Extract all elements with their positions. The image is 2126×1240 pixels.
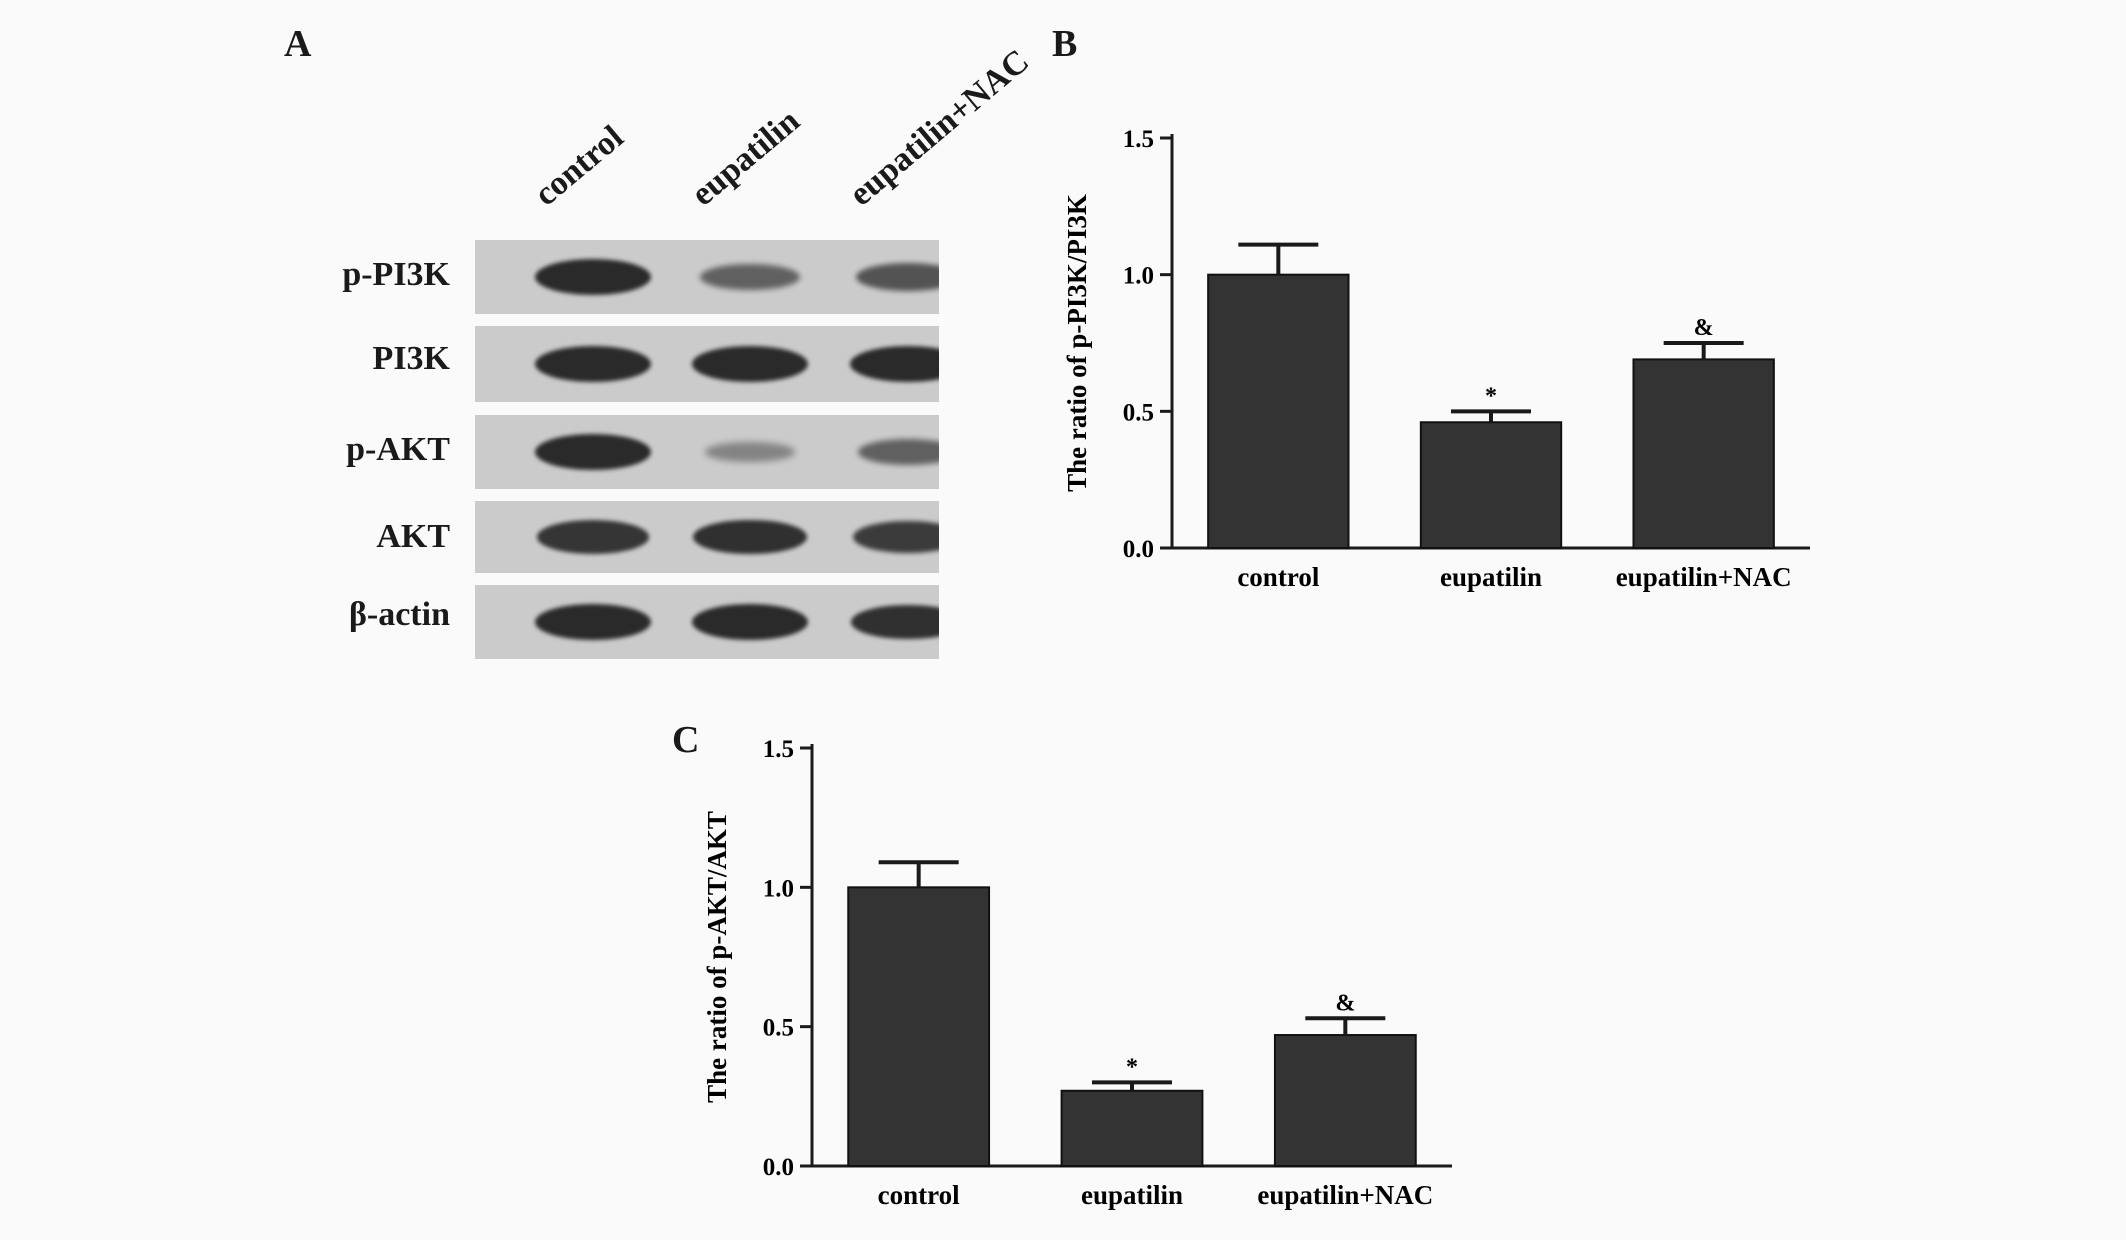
bar: [1207, 273, 1350, 550]
bar-chart-p-pi3k: 0.0 0.5 1.0 1.5 The ratio of p-PI3K/PI3K cont…: [1062, 126, 1810, 592]
blot-strip: [475, 240, 939, 314]
bar: [1632, 358, 1775, 549]
blot-lane-label: eupatilin+NAC: [842, 42, 1037, 214]
x-tick-label: eupatilin: [1081, 1180, 1183, 1210]
bar: [1419, 421, 1563, 549]
x-tick-label: control: [878, 1180, 960, 1210]
blot-strip: [475, 415, 939, 489]
blot-band: [692, 604, 808, 640]
blot-row-label: PI3K: [372, 340, 450, 377]
significance-marker: &: [1694, 315, 1714, 341]
bar: [1273, 1034, 1417, 1167]
significance-marker: &: [1335, 990, 1355, 1016]
bar-chart-p-akt: 0.0 0.5 1.0 1.5 The ratio of p-AKT/AKT contro…: [702, 736, 1452, 1210]
blot-band: [852, 520, 939, 554]
blot-lane-label: control: [527, 118, 631, 214]
blot-band: [850, 346, 939, 382]
y-tick-label: 1.5: [1123, 126, 1154, 153]
x-tick-label: eupatilin+NAC: [1616, 562, 1792, 592]
blot-row-label: p-AKT: [346, 431, 450, 468]
blot-row-label: p-PI3K: [342, 256, 450, 293]
y-tick-label: 1.0: [763, 875, 794, 902]
blot-lane-label: eupatilin: [684, 102, 807, 214]
blot-band: [692, 346, 808, 382]
x-tick-label: control: [1237, 562, 1319, 592]
y-tick-label: 0.0: [1123, 536, 1154, 563]
significance-marker: *: [1485, 383, 1497, 409]
y-axis-label: The ratio of p-PI3K/PI3K: [1062, 194, 1092, 492]
panel-letter-c: C: [672, 719, 700, 761]
blot-band: [857, 438, 939, 466]
blot-band: [704, 442, 796, 462]
x-tick-label: eupatilin: [1440, 562, 1542, 592]
blot-band: [535, 346, 651, 382]
panel-letter-a: A: [284, 23, 312, 65]
blot-band: [855, 262, 939, 292]
blot-band: [850, 604, 939, 640]
blot-band: [536, 520, 650, 554]
y-tick-label: 0.5: [763, 1015, 794, 1042]
significance-marker: *: [1126, 1054, 1138, 1080]
x-tick-label: eupatilin+NAC: [1257, 1180, 1433, 1210]
y-tick-label: 1.0: [1123, 263, 1154, 290]
y-tick-label: 0.0: [763, 1154, 794, 1181]
blot-band: [692, 519, 808, 555]
blot-strip: [475, 326, 939, 402]
blot-band: [535, 434, 651, 470]
blot-strip: [475, 585, 939, 659]
y-tick-label: 1.5: [763, 736, 794, 763]
blot-band: [535, 259, 651, 295]
panel-letter-b: B: [1052, 23, 1078, 65]
bar: [847, 886, 991, 1167]
blot-band: [699, 263, 801, 291]
y-axis-label: The ratio of p-AKT/AKT: [702, 811, 732, 1103]
blot-row-label: β-actin: [348, 596, 450, 633]
blot-strip: [475, 501, 939, 573]
blot-band: [535, 604, 651, 640]
blot-row-label: AKT: [376, 518, 450, 555]
bar: [1060, 1089, 1204, 1168]
y-tick-label: 0.5: [1123, 399, 1154, 426]
